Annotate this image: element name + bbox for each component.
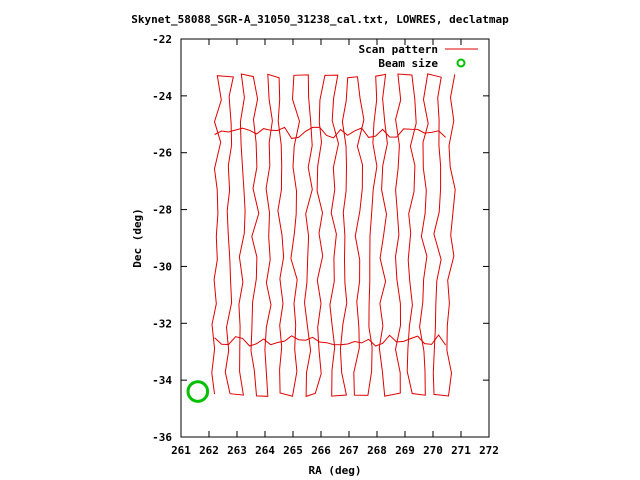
y-tick-label: -34 <box>152 374 172 387</box>
x-tick-label: 266 <box>311 444 331 457</box>
x-tick-label: 269 <box>395 444 415 457</box>
beam-size-circle <box>186 380 210 403</box>
x-tick-label: 267 <box>339 444 359 457</box>
x-tick-label: 262 <box>199 444 219 457</box>
y-tick-label: -36 <box>152 431 172 444</box>
x-tick-label: 265 <box>283 444 303 457</box>
x-tick-label: 268 <box>367 444 387 457</box>
x-tick-label: 264 <box>255 444 275 457</box>
legend-label-beam: Beam size <box>378 57 438 70</box>
legend-label-scan: Scan pattern <box>359 43 438 56</box>
axis-ticks: 261 262 263 264 265 266 267 268 269 270 271 272 -22 -… <box>152 33 499 457</box>
scan-band-line <box>214 334 447 347</box>
x-tick-label: 263 <box>227 444 247 457</box>
chart-title: Skynet_58088_SGR-A_31050_31238_cal.txt, … <box>131 13 509 26</box>
legend: Scan pattern Beam size <box>359 43 478 70</box>
scan-pattern-series <box>211 73 456 398</box>
y-tick-label: -32 <box>152 317 172 330</box>
y-tick-label: -22 <box>152 33 172 46</box>
y-tick-label: -30 <box>152 260 172 273</box>
x-tick-label: 272 <box>479 444 499 457</box>
x-tick-label: 261 <box>171 444 191 457</box>
scan-pattern-line <box>211 73 456 398</box>
y-tick-label: -26 <box>152 147 172 160</box>
x-axis-label: RA (deg) <box>309 464 362 477</box>
plot-frame <box>180 38 490 438</box>
y-axis-label: Dec (deg) <box>131 208 144 268</box>
legend-swatch-beam <box>456 58 466 68</box>
beam-size-series <box>186 380 210 403</box>
x-tick-label: 270 <box>423 444 443 457</box>
y-tick-label: -24 <box>152 90 172 103</box>
scan-band-line <box>214 126 446 139</box>
x-tick-label: 271 <box>451 444 471 457</box>
y-tick-label: -28 <box>152 204 172 217</box>
